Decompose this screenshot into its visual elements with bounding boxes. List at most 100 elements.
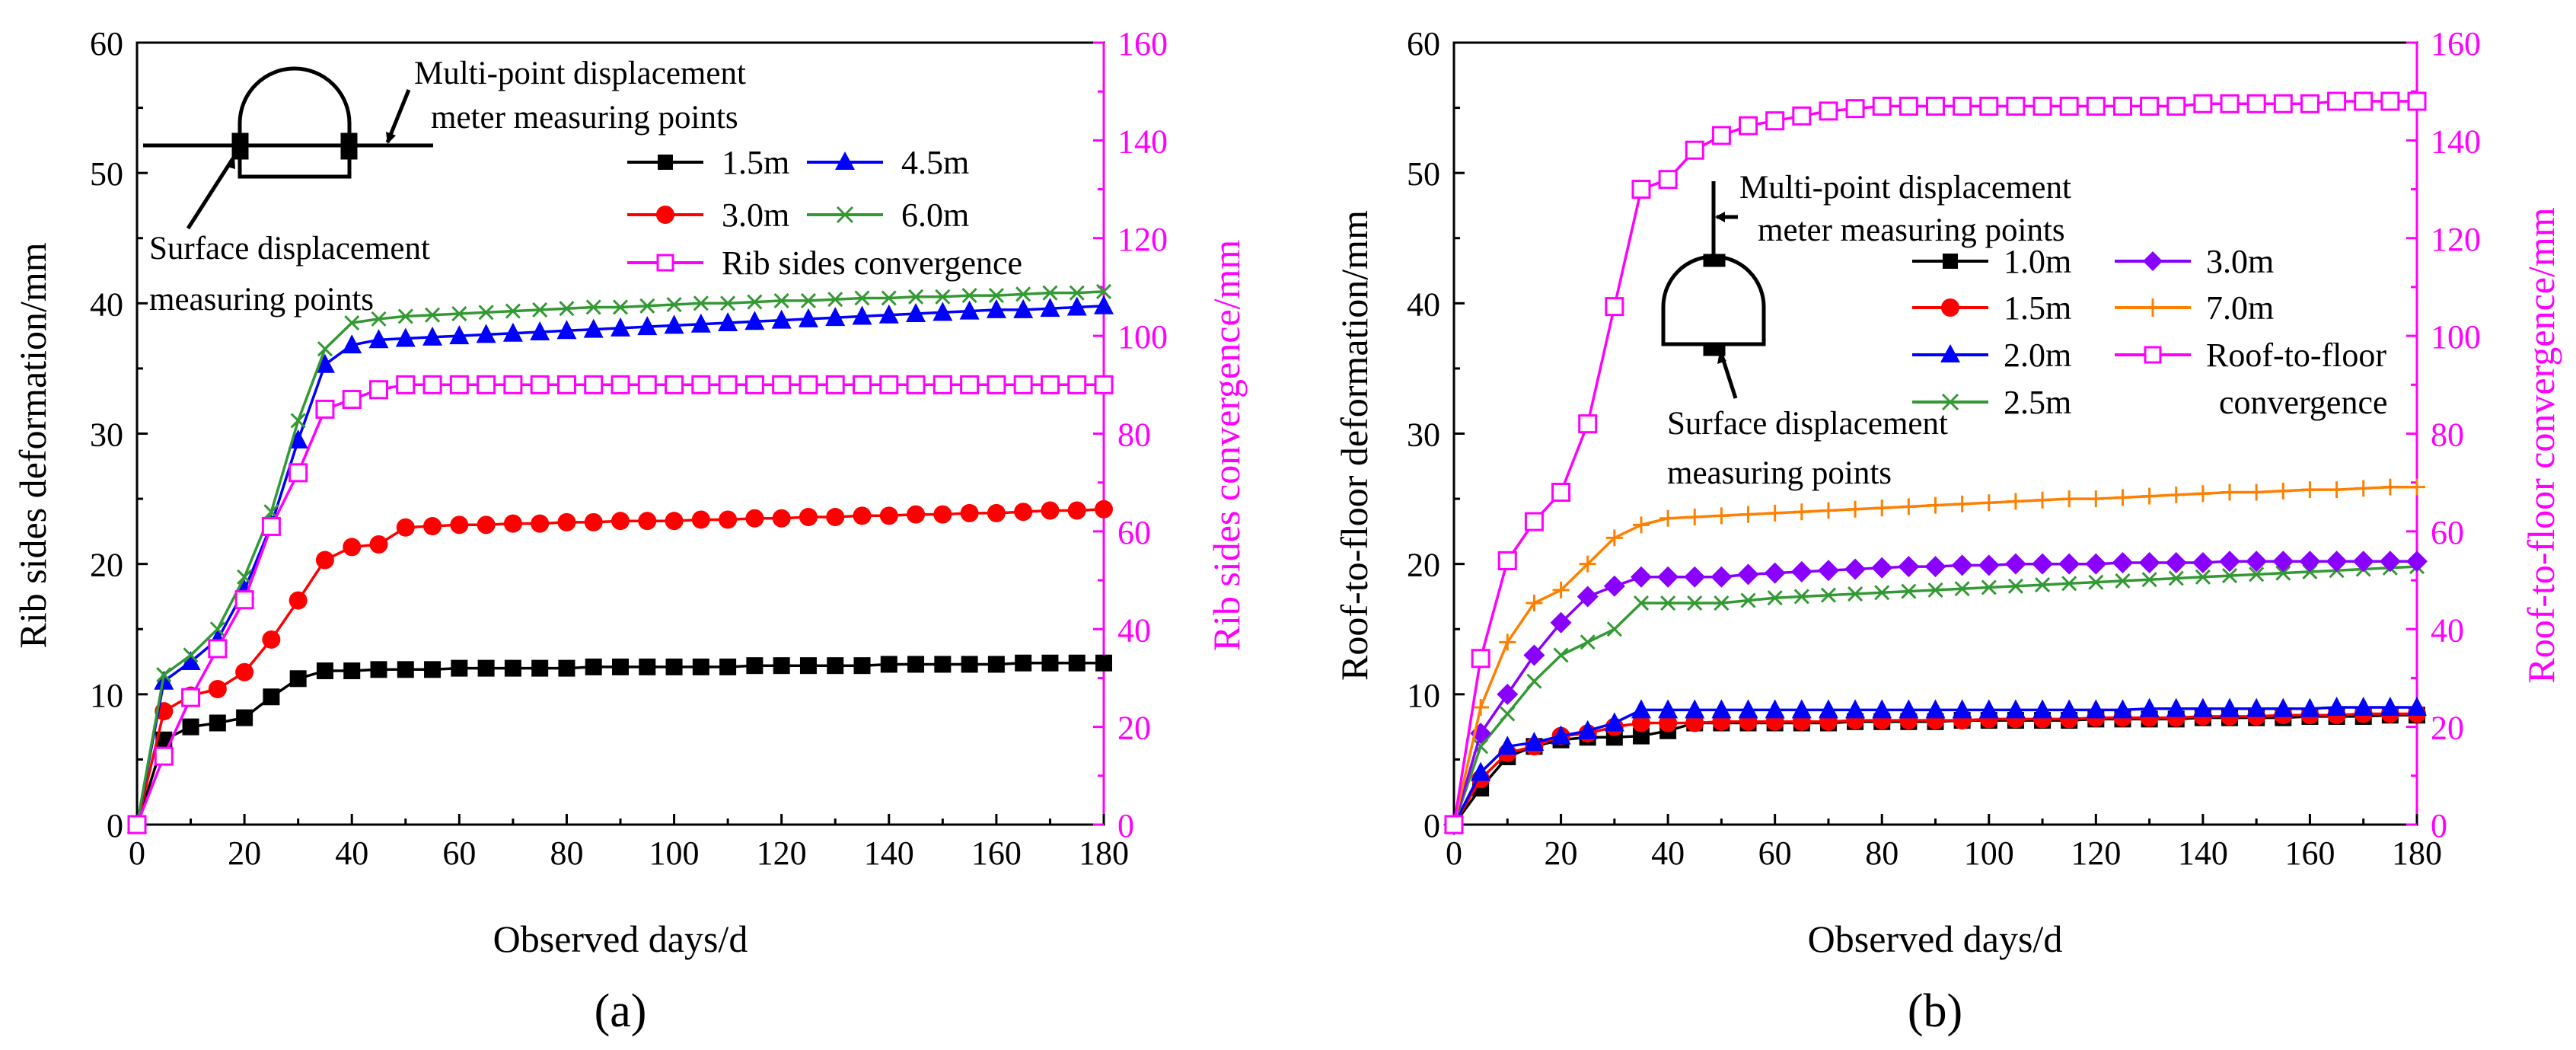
- data-point-2-0m: [1577, 720, 1598, 739]
- data-point-7-0m: [2409, 478, 2425, 496]
- data-point-roof-to-floor-convergence: [1605, 297, 1624, 317]
- data-point-3-0m: [1898, 556, 1920, 578]
- data-point-7-0m: [2007, 493, 2024, 510]
- data-point-2-5m: [1927, 582, 1943, 598]
- y2-tick-label: 0: [2431, 807, 2447, 844]
- data-point-2-0m: [1952, 699, 1972, 719]
- series-line-3-0m: [1452, 560, 2417, 825]
- data-point-7-0m: [1847, 500, 1864, 518]
- data-point-3-0m: [503, 514, 522, 533]
- data-point-2-5m: [1901, 583, 1917, 599]
- data-point-rib-sides-convergence: [853, 375, 872, 394]
- y2-tick-label: 40: [2431, 611, 2464, 649]
- data-point-rib-sides-convergence: [289, 463, 308, 483]
- y-tick-label: 60: [1407, 25, 1440, 62]
- panel-b-series: [1443, 91, 2428, 835]
- data-point-roof-to-floor-convergence: [1899, 96, 1918, 116]
- legend-item-7-0m: 7.0m: [2115, 289, 2274, 327]
- panel-b-label: (b): [1908, 985, 1962, 1037]
- data-point-roof-to-floor-convergence: [2246, 94, 2266, 113]
- data-point-2-5m: [1714, 595, 1730, 611]
- panel-b-annotation-top-2: meter measuring points: [1758, 212, 2065, 248]
- data-point-rib-sides-convergence: [879, 375, 899, 394]
- data-point-rib-sides-convergence: [208, 639, 228, 659]
- data-point-2-0m: [1791, 699, 1812, 719]
- bottom-annotation-arrow: [1720, 355, 1738, 399]
- data-point-7-0m: [1499, 634, 1516, 651]
- legend-item-2-0m: 2.0m: [1912, 337, 2071, 374]
- series-4-5m: [127, 295, 1114, 833]
- data-point-2-5m: [1687, 595, 1703, 611]
- data-point-7-0m: [1953, 495, 1971, 512]
- legend-label: Roof-to-floor: [2206, 337, 2386, 374]
- data-point-2-0m: [1925, 699, 1946, 719]
- data-point-4-5m: [933, 302, 953, 321]
- left-measuring-point: [231, 132, 249, 160]
- data-point-3-0m: [1630, 566, 1652, 588]
- data-point-2-0m: [1497, 736, 1518, 755]
- data-point-6-0m: [1015, 286, 1031, 302]
- x-tick-label: 100: [1964, 835, 2014, 872]
- data-point-2-0m: [1738, 699, 1758, 719]
- data-point-roof-to-floor-convergence: [1845, 99, 1865, 119]
- x-tick-label: 140: [864, 835, 914, 872]
- data-point-7-0m: [2087, 490, 2105, 508]
- data-point-1-5m: [665, 658, 683, 675]
- data-point-3-0m: [2192, 551, 2214, 573]
- panel-b-y-axis-title: Roof-to-floor deformation/mm: [1333, 210, 1376, 681]
- panel-a-chart: 0 20 40 60 80 100 120 140 160 1800102030405060020…: [11, 25, 1248, 1037]
- data-point-rib-sides-convergence: [1013, 375, 1033, 394]
- data-point-3-0m: [423, 517, 442, 536]
- y-tick-label: 20: [1407, 547, 1440, 584]
- y2-tick-label: 20: [2431, 710, 2464, 747]
- data-point-6-0m: [290, 413, 306, 429]
- data-point-3-0m: [2219, 551, 2241, 573]
- data-point-4-5m: [395, 327, 416, 347]
- data-point-roof-to-floor-convergence: [1739, 116, 1758, 136]
- data-point-4-5m: [342, 334, 362, 354]
- legend-label: 2.5m: [2004, 384, 2071, 421]
- panel-a-series: [127, 283, 1114, 835]
- data-point-3-0m: [2272, 551, 2294, 573]
- data-point-6-0m: [559, 301, 575, 317]
- data-point-1-5m: [397, 661, 414, 678]
- data-point-2-0m: [2059, 699, 2080, 719]
- data-point-7-0m: [1472, 698, 1490, 716]
- data-point-3-0m: [2165, 551, 2187, 573]
- x-tick-label: 80: [1865, 835, 1899, 872]
- x-tick-label: 100: [649, 835, 700, 872]
- data-point-roof-to-floor-convergence: [1765, 111, 1785, 131]
- data-point-4-5m: [664, 314, 684, 334]
- data-point-6-0m: [1069, 285, 1085, 301]
- data-point-1-5m: [504, 659, 521, 677]
- data-point-3-0m: [557, 512, 576, 531]
- data-point-roof-to-floor-convergence: [2112, 96, 2132, 116]
- data-point-4-5m: [502, 322, 523, 342]
- data-point-2-0m: [2166, 697, 2186, 717]
- data-point-3-0m: [2004, 553, 2026, 575]
- data-point-1-5m: [451, 659, 468, 677]
- data-point-6-0m: [424, 307, 441, 323]
- data-point-2-5m: [1820, 587, 1837, 603]
- panel-a-axes: 0 20 40 60 80 100 120 140 160 1800102030405060020…: [90, 25, 1168, 872]
- data-point-7-0m: [1819, 502, 1837, 519]
- data-point-3-0m: [879, 506, 898, 525]
- data-point-2-0m: [2326, 696, 2347, 716]
- data-point-rib-sides-convergence: [1067, 375, 1087, 394]
- data-point-1-5m: [585, 658, 602, 675]
- data-point-3-0m: [1497, 683, 1519, 705]
- data-point-3-0m: [2299, 551, 2321, 573]
- data-point-1-5m: [209, 714, 226, 732]
- data-point-1-5m: [1095, 654, 1112, 672]
- data-point-6-0m: [397, 308, 413, 324]
- x-tick-label: 0: [1446, 835, 1462, 872]
- data-point-6-0m: [935, 289, 951, 305]
- data-point-7-0m: [2141, 487, 2158, 505]
- x-tick-label: 160: [2284, 835, 2335, 872]
- data-point-roof-to-floor-convergence: [2380, 91, 2400, 111]
- panel-a-annotation-bottom-1: Surface displacement: [149, 231, 430, 266]
- data-point-7-0m: [1713, 507, 1730, 525]
- data-point-1-5m: [316, 662, 333, 680]
- data-point-7-0m: [1526, 595, 1543, 612]
- data-point-7-0m: [2275, 482, 2292, 499]
